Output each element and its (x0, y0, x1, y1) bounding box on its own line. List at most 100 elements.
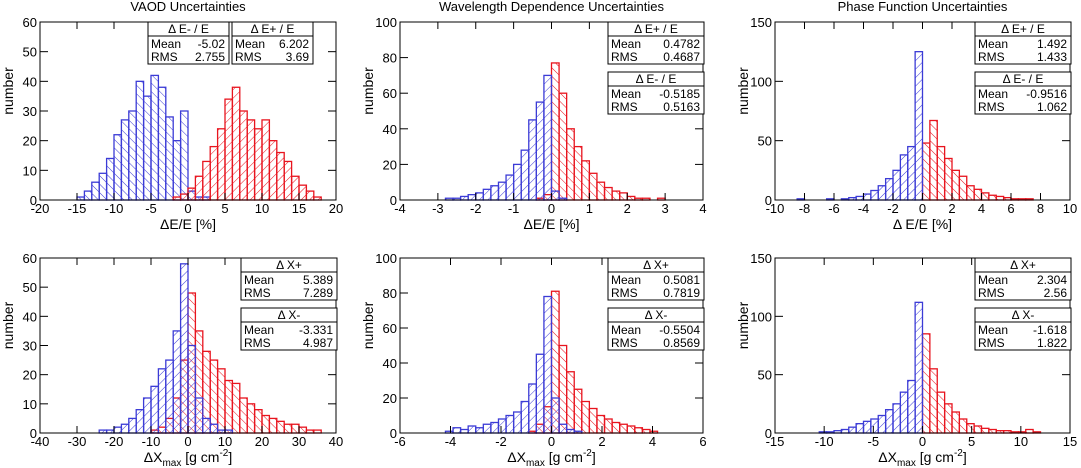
x-tick-label: -20 (31, 201, 50, 216)
panel-title: Wavelength Dependence Uncertainties (439, 0, 664, 14)
histogram-bin (482, 188, 492, 201)
x-axis-label-part: ] (228, 449, 232, 465)
histogram-bin (980, 427, 990, 434)
histogram-bin (907, 145, 916, 201)
stat-value: 1.492 (1037, 37, 1067, 51)
stat-value: 1.062 (1037, 100, 1067, 114)
histogram-bin (877, 414, 887, 434)
y-tick-label: 80 (383, 51, 397, 66)
x-tick-label: 2 (948, 201, 955, 216)
x-tick-label: 20 (255, 434, 269, 449)
x-axis-label: ΔE/E [%] (523, 216, 579, 232)
stat-label: RMS (978, 286, 1005, 300)
histogram-bin (187, 344, 197, 434)
histogram-bin (558, 344, 568, 434)
histogram-bin (202, 417, 211, 434)
stat-box-title: Δ X+ (1010, 258, 1036, 272)
stat-label: Mean (611, 273, 641, 287)
histogram-bin (550, 190, 560, 201)
x-axis-label-part: max (162, 458, 181, 468)
stat-label: Mean (235, 37, 265, 51)
y-tick-label: 100 (375, 251, 397, 266)
x-tick-label: 0 (184, 201, 191, 216)
stat-value: 7.289 (303, 286, 333, 300)
x-tick-label: -15 (766, 434, 785, 449)
x-tick-label: -5 (868, 434, 880, 449)
x-tick-label: -5 (145, 201, 157, 216)
histogram-bin (611, 190, 621, 201)
stat-box: Δ X- Mean -0.5504 RMS 0.8569 (607, 307, 705, 351)
stat-label: RMS (611, 100, 638, 114)
histogram-bin (172, 330, 182, 434)
x-axis-label-part: ΔX (878, 449, 897, 465)
histogram-bin (951, 169, 961, 201)
x-tick-label: 15 (1063, 434, 1077, 449)
panel-title: VAOD Uncertainties (130, 0, 246, 14)
stat-label: Mean (611, 87, 641, 101)
x-tick-label: -1 (508, 201, 520, 216)
y-tick-label: 10 (23, 397, 37, 412)
stat-label: Mean (978, 273, 1008, 287)
y-tick-label: 150 (750, 251, 772, 266)
stat-value: 1.822 (1037, 336, 1067, 350)
stat-box-title: Δ E+ / E (1001, 22, 1045, 36)
x-tick-label: -6 (828, 201, 840, 216)
x-axis-label-part: max (897, 458, 916, 468)
stat-box-title: Δ X- (645, 308, 668, 322)
histogram-bin (150, 74, 160, 201)
histogram-bin (907, 379, 916, 434)
x-axis-label: ΔXmax [g cm-2] (878, 448, 967, 468)
histogram-bin (848, 426, 857, 434)
histogram-bin (261, 119, 271, 201)
histogram-bin (626, 425, 636, 434)
stat-label: Mean (978, 87, 1008, 101)
histogram-bin (490, 421, 500, 434)
histogram-bin (209, 423, 219, 434)
x-axis-label-part: ΔX (144, 449, 163, 465)
histogram-bin (520, 400, 530, 434)
x-axis-label-part: ΔE/E [%] (160, 216, 216, 232)
histogram-bin (120, 119, 130, 201)
y-tick-label: 0 (765, 193, 772, 208)
histogram-bin (187, 187, 197, 201)
histogram-bin (528, 119, 538, 201)
histogram-bin (202, 160, 211, 201)
histogram-bin (877, 185, 887, 201)
histogram-bin (566, 128, 575, 201)
stat-value: 2.755 (195, 50, 225, 64)
y-tick-label: 40 (383, 356, 397, 371)
y-tick-label: 40 (23, 309, 37, 324)
histogram-bin (995, 195, 1005, 201)
histogram-bin (239, 397, 248, 434)
x-tick-label: 40 (329, 434, 343, 449)
histogram-bin (921, 142, 931, 201)
stat-label: Mean (978, 323, 1008, 337)
y-tick-label: 20 (23, 134, 37, 149)
histogram-bin (290, 423, 300, 434)
stat-label: RMS (611, 50, 638, 64)
histogram-bin (120, 423, 130, 434)
histogram-bin (194, 397, 204, 434)
x-tick-label: -10 (766, 201, 785, 216)
histogram-bin (619, 423, 628, 434)
x-axis-label-part: -2 (583, 448, 592, 459)
histogram-bin (543, 74, 553, 201)
histogram-bin (596, 414, 606, 434)
x-axis-label-part: max (526, 458, 545, 468)
histogram-bin (512, 163, 522, 201)
histogram-bin (958, 418, 968, 434)
x-tick-label: -40 (31, 434, 50, 449)
histogram-bin (603, 418, 613, 434)
histogram-bin (862, 420, 872, 434)
histogram-bin (641, 428, 651, 434)
histogram-bin (929, 368, 938, 434)
y-tick-label: 30 (23, 104, 37, 119)
stat-box-title: Δ E+ / E (634, 22, 678, 36)
y-tick-label: 100 (375, 15, 397, 30)
histogram-bin (209, 359, 219, 434)
x-tick-label: 8 (1037, 201, 1044, 216)
histogram-bin (283, 423, 293, 434)
x-tick-label: -2 (887, 201, 899, 216)
histogram-bin (128, 110, 137, 201)
